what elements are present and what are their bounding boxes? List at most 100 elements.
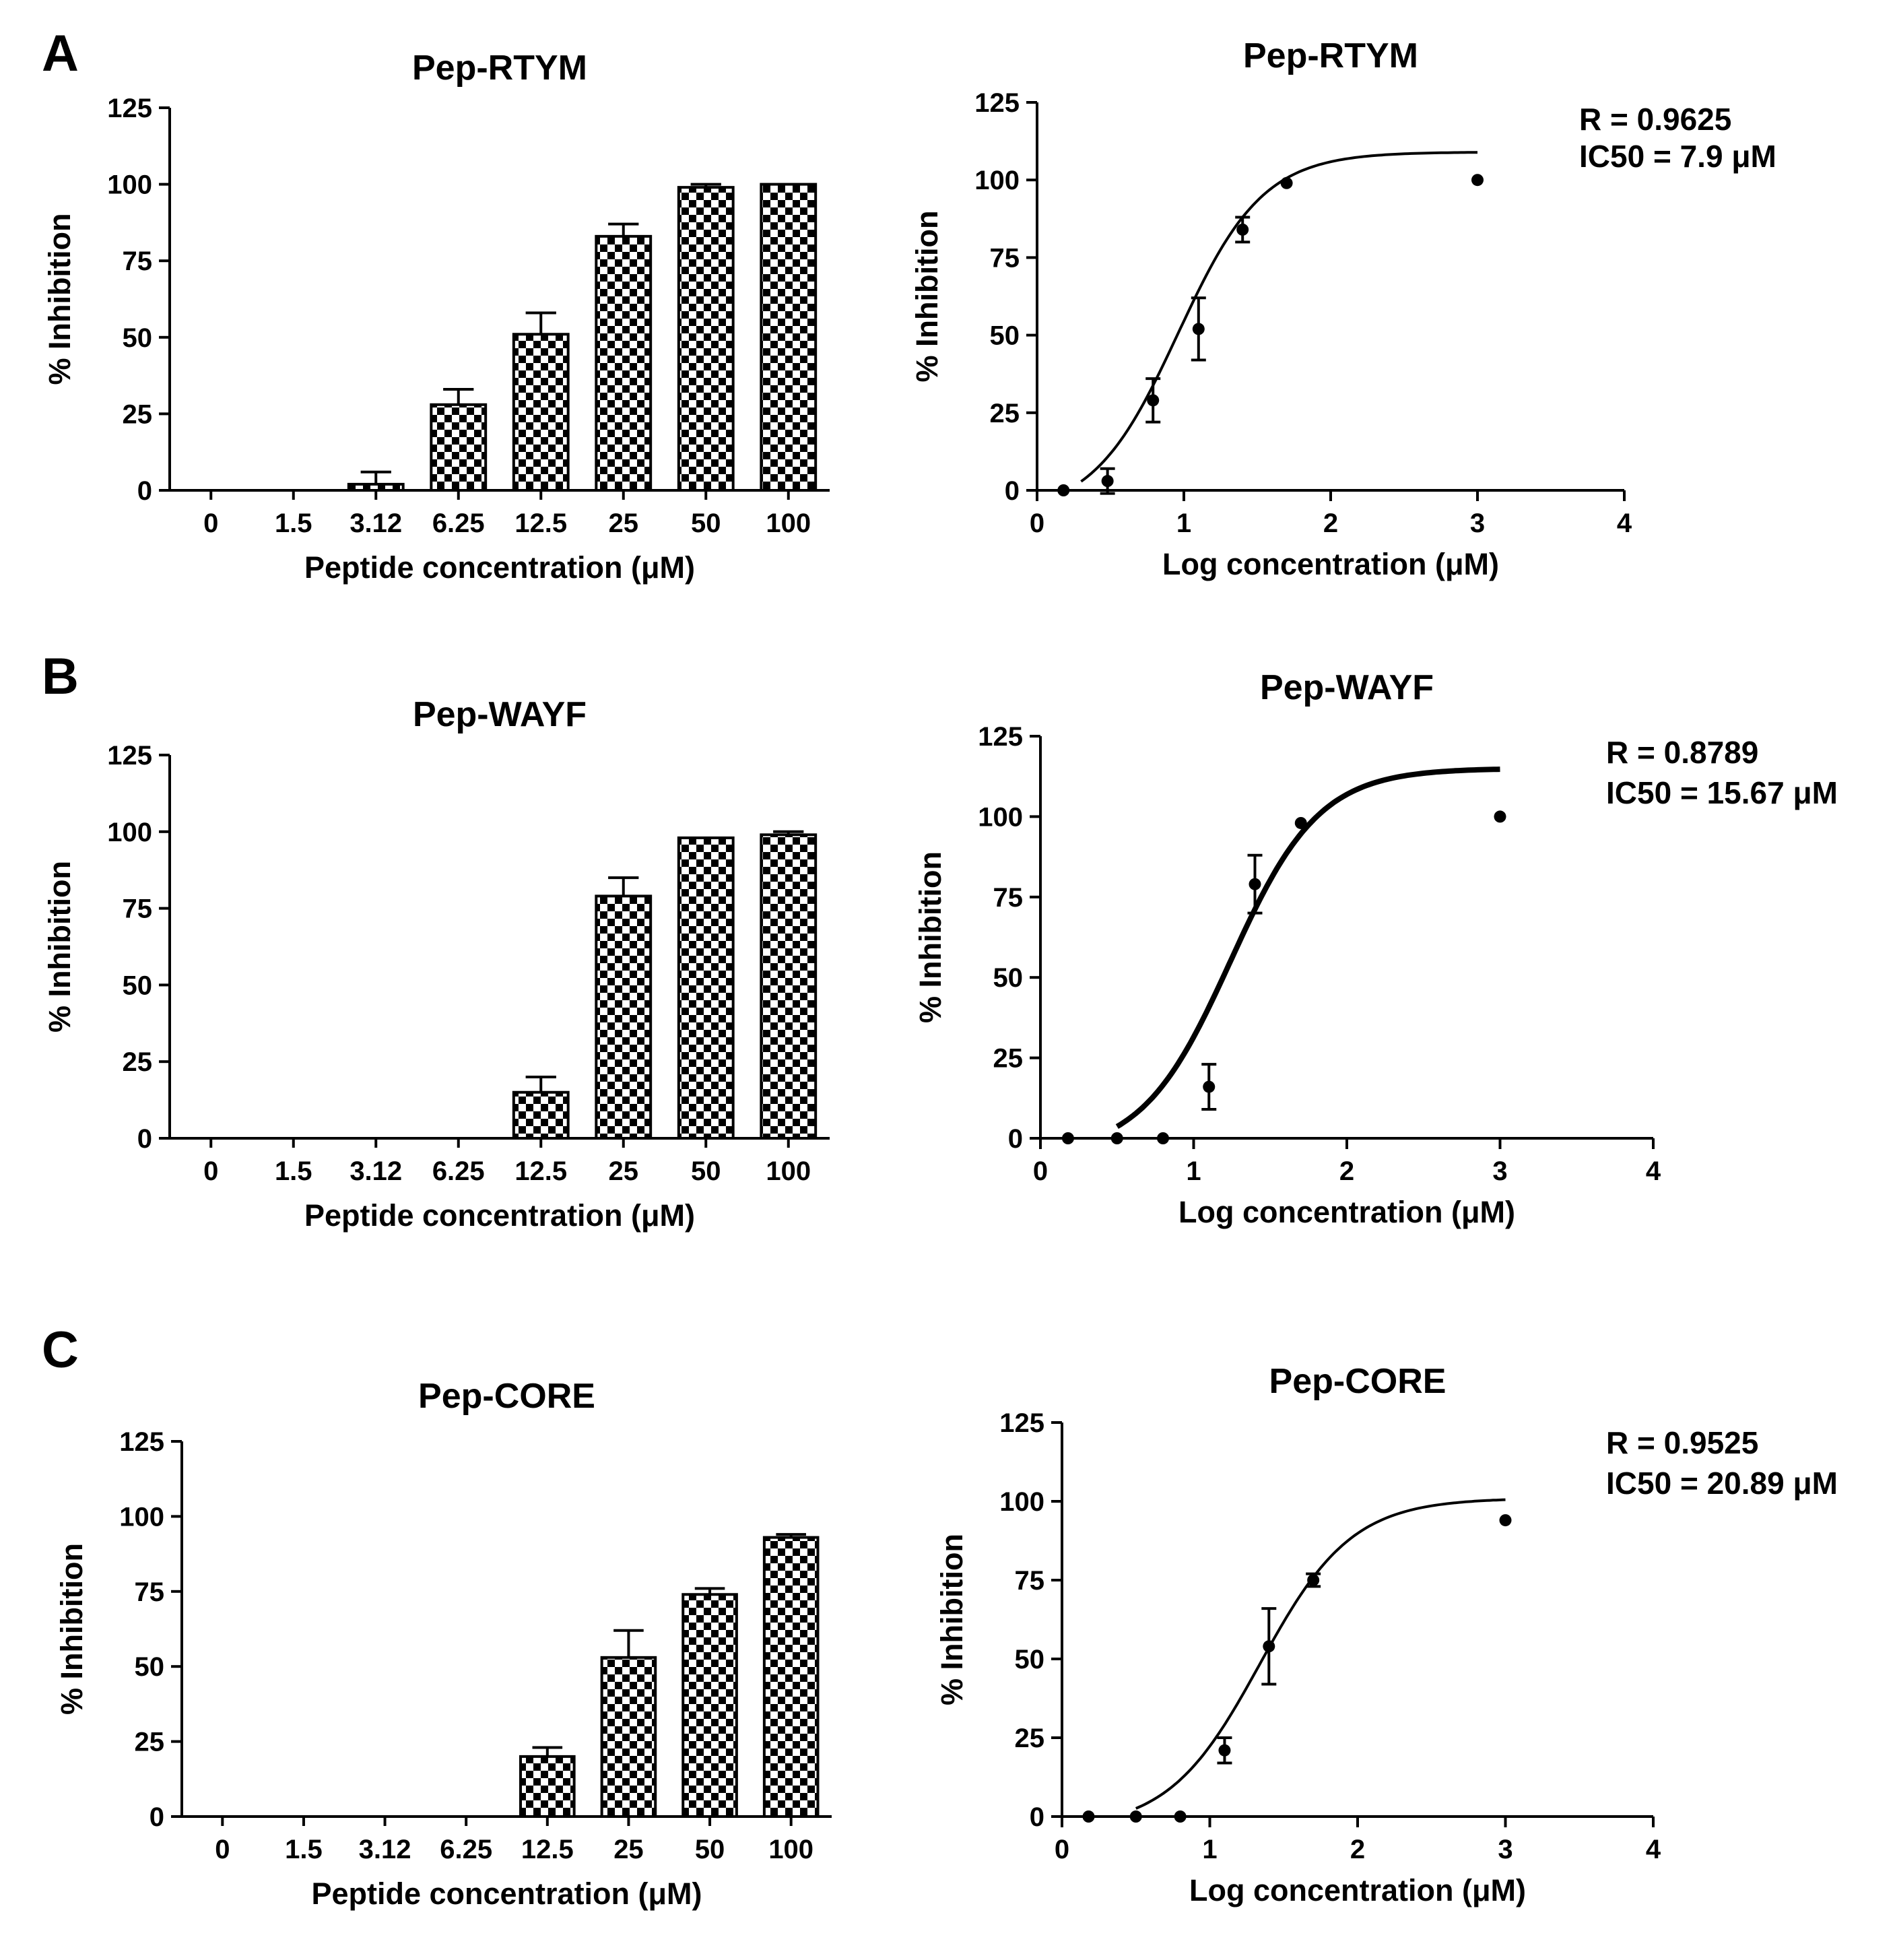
data-point — [1110, 1132, 1123, 1144]
x-tick-label: 2 — [1350, 1835, 1365, 1864]
data-point — [1494, 810, 1506, 823]
y-tick-label: 50 — [123, 323, 153, 353]
bar — [681, 1593, 738, 1819]
x-axis-label: Log concentration (μM) — [1162, 547, 1499, 581]
data-point — [1101, 475, 1114, 488]
panel-letter: B — [42, 648, 79, 705]
bar — [512, 1090, 570, 1140]
y-tick-label: 0 — [1030, 1802, 1044, 1832]
fit-curve — [1115, 766, 1500, 1130]
bar-chart: Pep-CORE 0 25 50 75 100 125 0 1.5 3.12 6.25 12.5 25 5… — [55, 1377, 832, 1911]
bar — [760, 833, 818, 1140]
x-tick-label: 50 — [691, 1156, 721, 1186]
x-tick-label: 100 — [766, 509, 811, 538]
x-axis-label: Peptide concentration (μM) — [311, 1876, 702, 1911]
x-tick-label: 50 — [695, 1835, 725, 1864]
curve-chart: Pep-CORE 0 25 50 75 100 125 0 1 2 3 4 Log concentrat… — [935, 1362, 1838, 1907]
x-tick-label: 12.5 — [521, 1835, 574, 1864]
x-tick-label: 0 — [1030, 509, 1044, 538]
data-point — [1061, 1132, 1074, 1144]
data-point — [1236, 223, 1249, 236]
x-tick-label: 25 — [613, 1835, 644, 1864]
ic50-value: IC50 = 15.67 μM — [1606, 775, 1838, 810]
x-tick-label: 1 — [1176, 509, 1191, 538]
y-tick-label: 125 — [119, 1427, 164, 1457]
y-tick-label: 50 — [1015, 1645, 1045, 1674]
y-tick-label: 75 — [123, 247, 153, 276]
y-tick-label: 0 — [1005, 476, 1020, 506]
x-tick-label: 1.5 — [275, 509, 312, 538]
x-tick-label: 1 — [1186, 1156, 1201, 1186]
bar — [677, 186, 735, 492]
x-axis-label: Peptide concentration (μM) — [304, 550, 695, 585]
bar — [760, 183, 818, 492]
y-tick-label: 25 — [135, 1728, 165, 1757]
y-tick-label: 125 — [999, 1408, 1044, 1438]
panel-letter: A — [42, 25, 79, 82]
r-value: R = 0.8789 — [1606, 735, 1758, 770]
y-tick-label: 25 — [990, 399, 1020, 428]
curve-chart: Pep-RTYM 0 25 50 75 100 125 0 1 2 3 4 Log concentrat… — [910, 36, 1776, 581]
y-tick-label: 25 — [993, 1044, 1024, 1074]
y-tick-label: 75 — [1015, 1566, 1045, 1596]
x-tick-label: 0 — [1033, 1156, 1048, 1186]
y-tick-label: 25 — [123, 399, 153, 429]
x-tick-label: 3.12 — [350, 509, 402, 538]
y-tick-label: 75 — [135, 1577, 165, 1607]
y-tick-label: 50 — [123, 971, 153, 1000]
fit-curve — [1135, 1498, 1506, 1810]
x-axis-label: Log concentration (μM) — [1189, 1873, 1526, 1907]
x-tick-label: 12.5 — [514, 1156, 567, 1186]
data-point — [1157, 1132, 1169, 1144]
x-tick-label: 4 — [1617, 509, 1632, 538]
x-tick-label: 0 — [203, 1156, 218, 1186]
data-point — [1471, 174, 1484, 187]
data-point — [1294, 816, 1307, 829]
y-tick-label: 50 — [135, 1652, 165, 1682]
y-tick-label: 75 — [123, 894, 153, 924]
bar — [512, 333, 570, 492]
chart-title: Pep-WAYF — [413, 695, 587, 734]
bar — [762, 1536, 820, 1819]
y-axis-label: % Inhibition — [935, 1534, 969, 1705]
y-axis-label: % Inhibition — [55, 1543, 89, 1715]
y-axis-label: % Inhibition — [910, 211, 944, 383]
data-point — [1249, 878, 1261, 890]
bar-chart: Pep-RTYM 0 25 50 75 100 125 0 1.5 3.12 6.25 12.5 25 5… — [42, 48, 830, 585]
data-point — [1147, 394, 1160, 407]
x-tick-label: 6.25 — [432, 1156, 485, 1186]
y-tick-label: 125 — [107, 741, 152, 771]
y-tick-label: 100 — [974, 166, 1020, 195]
x-tick-label: 0 — [215, 1835, 230, 1864]
y-tick-label: 75 — [990, 243, 1020, 273]
data-point — [1192, 323, 1205, 335]
data-point — [1129, 1810, 1142, 1823]
y-tick-label: 125 — [974, 88, 1020, 118]
data-point — [1280, 176, 1293, 189]
y-tick-label: 100 — [119, 1502, 164, 1532]
ic50-value: IC50 = 20.89 μM — [1606, 1466, 1838, 1501]
y-tick-label: 50 — [993, 963, 1024, 993]
curve-chart: Pep-WAYF 0 25 50 75 100 125 0 1 2 3 4 Log concentrat… — [913, 668, 1838, 1229]
y-tick-label: 0 — [137, 1124, 152, 1154]
x-tick-label: 25 — [609, 509, 639, 538]
x-tick-label: 3 — [1498, 1835, 1512, 1864]
x-tick-label: 12.5 — [514, 509, 567, 538]
y-tick-label: 0 — [149, 1802, 164, 1832]
y-tick-label: 100 — [978, 802, 1023, 832]
chart-title: Pep-RTYM — [1243, 36, 1418, 75]
data-point — [1499, 1514, 1512, 1527]
x-tick-label: 6.25 — [440, 1835, 492, 1864]
r-value: R = 0.9525 — [1606, 1425, 1758, 1460]
x-axis-label: Peptide concentration (μM) — [304, 1198, 695, 1233]
y-tick-label: 25 — [1015, 1724, 1045, 1753]
bar — [519, 1755, 576, 1818]
y-tick-label: 125 — [978, 722, 1023, 752]
y-tick-label: 0 — [1008, 1124, 1023, 1154]
panel-letter: C — [42, 1321, 79, 1379]
x-axis-label: Log concentration (μM) — [1178, 1195, 1515, 1229]
data-point — [1203, 1080, 1216, 1093]
